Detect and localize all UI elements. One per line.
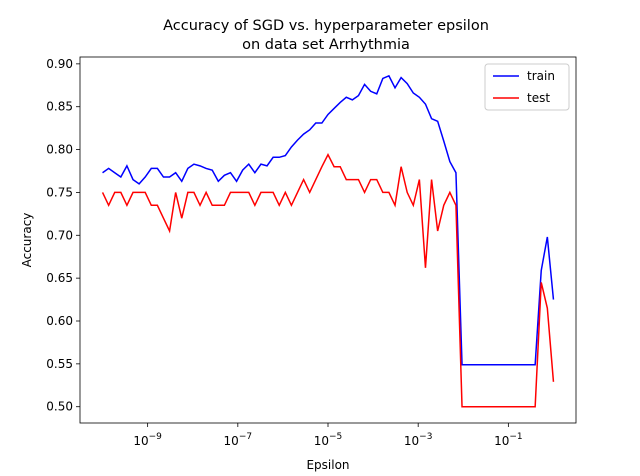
legend-label: train — [527, 69, 555, 83]
plot-frame — [79, 56, 577, 424]
y-tick-label: 0.60 — [46, 314, 73, 328]
x-tick-base: 10 — [404, 434, 419, 448]
y-tick-label: 0.70 — [46, 228, 73, 242]
y-axis-label: Accuracy — [20, 213, 34, 268]
x-tick-label: 10−3 — [404, 432, 433, 448]
y-tick-label: 0.65 — [46, 271, 73, 285]
x-tick-exponent: −1 — [509, 432, 522, 442]
chart-title: on data set Arrhythmia — [242, 37, 410, 53]
x-tick-exponent: −5 — [329, 432, 342, 442]
x-tick-label: 10−9 — [133, 432, 162, 448]
x-tick-base: 10 — [314, 434, 329, 448]
y-tick-label: 0.80 — [46, 143, 73, 157]
legend-label: test — [527, 91, 550, 105]
x-tick-exponent: −7 — [239, 432, 252, 442]
x-tick-base: 10 — [133, 434, 148, 448]
series-line — [102, 74, 555, 366]
x-tick-exponent: −3 — [419, 432, 432, 442]
x-tick-base: 10 — [224, 434, 239, 448]
x-axis-label: Epsilon — [306, 458, 349, 472]
y-tick-label: 0.50 — [46, 400, 73, 414]
x-tick-base: 10 — [494, 434, 509, 448]
x-tick-exponent: −9 — [149, 432, 163, 442]
series-line — [101, 153, 555, 408]
x-tick-label: 10−5 — [314, 432, 343, 448]
y-tick-label: 0.75 — [46, 185, 73, 199]
y-tick-label: 0.55 — [46, 357, 73, 371]
x-tick-label: 10−1 — [494, 432, 523, 448]
chart-title: Accuracy of SGD vs. hyperparameter epsil… — [163, 18, 489, 34]
y-tick-label: 0.90 — [46, 57, 73, 71]
x-tick-label: 10−7 — [224, 432, 253, 448]
y-tick-label: 0.85 — [46, 100, 73, 114]
